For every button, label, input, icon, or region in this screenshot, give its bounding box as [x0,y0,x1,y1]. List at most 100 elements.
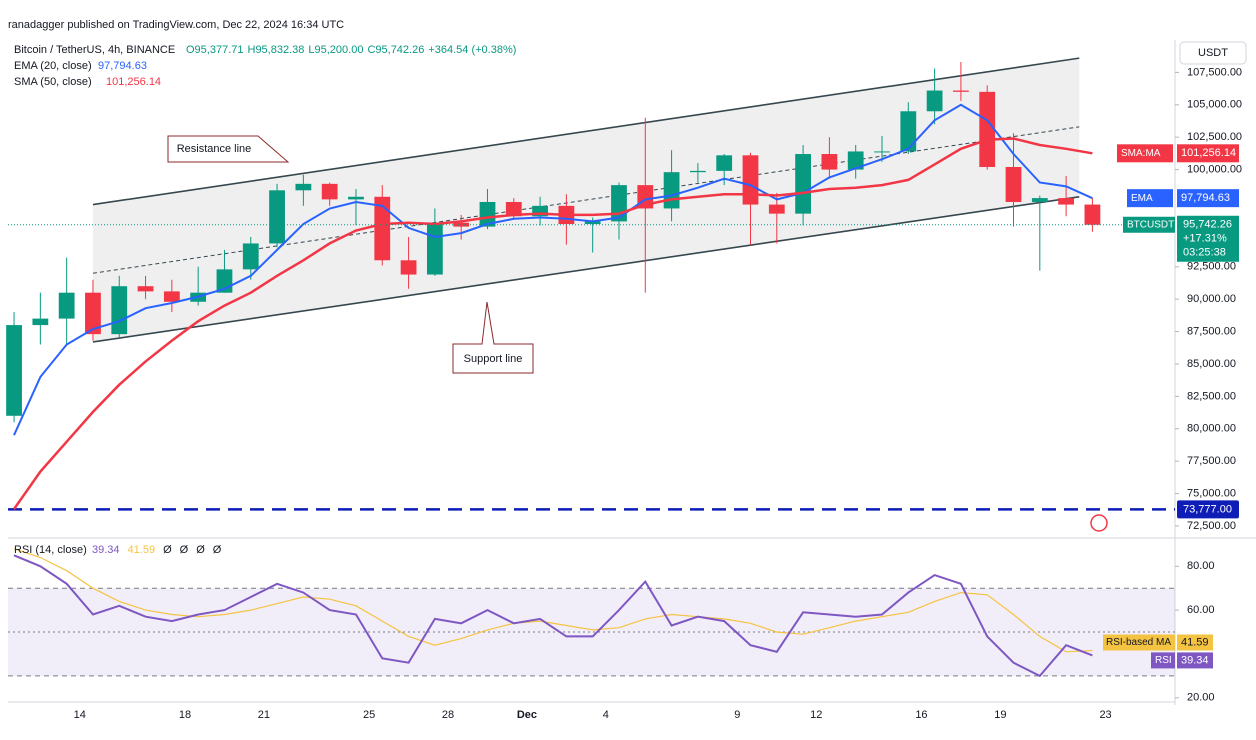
candle-body [584,221,601,225]
candle-body [374,196,391,261]
x-tick-label: 14 [74,709,86,721]
candle-body [689,170,706,173]
x-tick-label: 25 [363,709,375,721]
candle-body [742,155,759,205]
y-tick-label: 90,000.00 [1187,293,1236,305]
channel-middle [92,126,1080,274]
last-price-symbol: BTCUSDT [1127,219,1174,230]
currency[interactable]: USDT [1198,47,1228,59]
indicator-line [13,103,1093,436]
y-tick-label: 72,500.00 [1187,520,1236,532]
indicator-value: 101,256.14 [1181,147,1236,159]
candle-body [900,111,917,152]
x-tick-label: 16 [915,709,927,721]
candle-body [1031,198,1048,202]
indicator-value-box [1177,144,1239,163]
y-tick-label: 107,500.00 [1187,66,1242,78]
ohlc-value: H95,832.38 [248,44,305,56]
candle-body [768,204,785,214]
legend-name: SMA (50, close) [14,76,92,88]
candle-body [400,260,417,275]
candle-body [847,151,864,170]
publisher-line: ranadagger published on TradingView.com,… [8,19,344,31]
rsi-legend-value: Ø [180,544,189,556]
rsi-name-box [1151,652,1175,669]
callout [167,135,290,163]
annotation-text: Resistance line [177,143,252,155]
candle-body [505,201,522,217]
rsi-value-box [1177,652,1213,669]
y-tick-label: 75,000.00 [1187,487,1236,499]
alert-icon[interactable] [1090,514,1108,532]
y-tick-label: 100,000.00 [1187,163,1242,175]
candle-body [926,90,943,112]
indicator-value: 97,794.63 [1181,192,1230,204]
last-price: 95,742.26 [1183,219,1232,231]
rsi-value: 39.34 [1181,654,1209,666]
rsi-name: RSI-based MA [1106,637,1171,648]
candle-body [1084,204,1101,225]
candle-body [269,190,285,244]
y-tick-label: 77,500.00 [1187,455,1236,467]
indicator-label-name: EMA [1131,193,1153,204]
x-tick-label: 4 [603,709,609,721]
rsi-band [8,588,1175,676]
x-tick-label: 23 [1099,709,1111,721]
rsi-legend-value: 39.34 [92,544,120,556]
candle-body [137,286,154,292]
legend-value: 101,256.14 [106,76,161,88]
y-tick-label: 80.00 [1187,560,1215,572]
rsi-legend-value: Ø [196,544,205,556]
y-tick-label: 20.00 [1187,692,1215,704]
candle-body [979,91,996,167]
ohlc-value: C95,742.26 [367,44,424,56]
rsi-legend-value: 41.59 [128,544,156,556]
candle-body [426,222,443,275]
rsi-line [13,554,1093,678]
x-tick-label: 28 [442,709,454,721]
candle-body [663,172,680,209]
candle-body [1058,198,1075,205]
rsi-name: RSI [1155,655,1172,666]
ohlc-value: L95,200.00 [308,44,363,56]
legend-value: 97,794.63 [98,60,147,72]
y-tick-label: 82,500.00 [1187,390,1236,402]
ohlc-value: +364.54 (+0.38%) [428,44,516,56]
y-tick-label: 87,500.00 [1187,325,1236,337]
candle-body [716,155,733,171]
rsi-value-box [1177,634,1213,651]
resistance-annotation: Resistance line [167,135,290,163]
x-tick-label: 18 [179,709,191,721]
support-annotation: Support line [452,301,534,374]
last-price-label-box [1123,216,1175,233]
channel-upper [92,57,1080,206]
candle-body [163,291,180,302]
y-tick-label: 60.00 [1187,604,1215,616]
x-tick-label: 12 [810,709,822,721]
rsi-legend-title: RSI (14, close) [14,544,87,556]
candle-body [111,286,128,335]
candle-body [321,183,338,200]
channel-lower [92,196,1080,343]
candle-body [6,325,22,416]
y-tick-label: 80,000.00 [1187,423,1236,435]
candle-body [479,201,496,227]
candle-body [821,154,838,170]
level-label-box [1177,500,1239,519]
x-tick-label: 19 [994,709,1006,721]
rsi-value: 41.59 [1181,636,1209,648]
candle-body [58,292,75,319]
candle-body [348,196,364,200]
candle-body [532,205,548,217]
indicator-value-box [1177,189,1239,208]
last-price-box [1177,215,1239,262]
rsi-name-box [1103,634,1175,651]
last-price-change: +17.31% [1183,233,1227,245]
currency-button[interactable] [1179,41,1247,65]
x-tick-label: 9 [734,709,740,721]
indicator-line [12,137,1093,510]
annotation-text: Support line [464,353,523,365]
candle-body [874,151,890,153]
